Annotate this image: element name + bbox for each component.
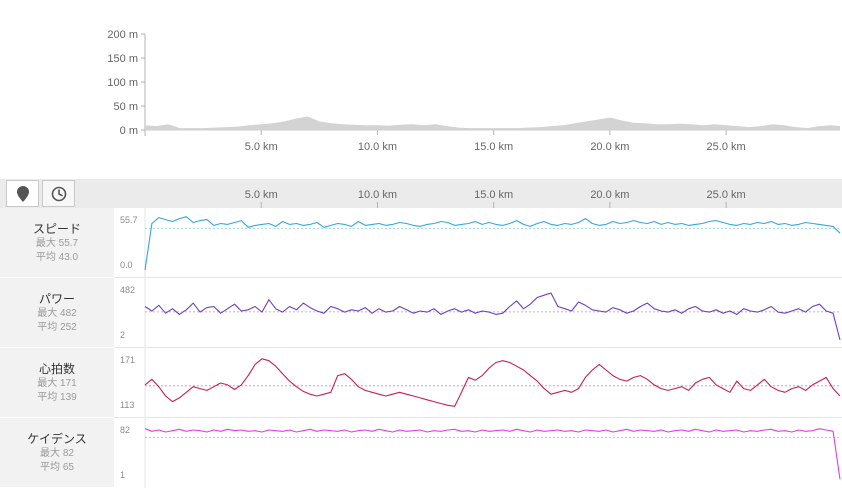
metric-name: スピード [32, 222, 81, 236]
metric-label-heartrate: 心拍数 最大 171 平均 139 [0, 348, 114, 418]
y-min-label: 1 [120, 470, 126, 480]
map-pin-icon [16, 185, 29, 202]
y-min-label: 2 [120, 330, 126, 340]
y-tick-label: 100 m [107, 77, 138, 89]
elevation-area [145, 116, 840, 130]
y-tick-label: 200 m [107, 29, 138, 41]
x-tick-label: 20.0 km [590, 189, 629, 201]
metric-label-cadence: ケイデンス 最大 82 平均 65 [0, 418, 114, 488]
metric-name: ケイデンス [27, 432, 87, 446]
metric-max: 最大 82 [40, 448, 74, 459]
series-line [144, 292, 841, 341]
power-line-chart [144, 278, 841, 348]
x-tick-label: 5.0 km [245, 141, 278, 153]
elevation-chart: 200 m 150 m 100 m 50 m 0 m 5.0 km 10.0 km 15.0… [107, 29, 840, 153]
metric-avg: 平均 139 [37, 392, 77, 403]
power-plot[interactable]: 482 2 [114, 278, 842, 348]
metric-label-power: パワー 最大 482 平均 252 [0, 278, 114, 348]
metric-label-speed: スピード 最大 55.7 平均 43.0 [0, 208, 114, 278]
metric-avg: 平均 65 [40, 462, 74, 473]
speed-plot[interactable]: 55.7 0.0 [114, 208, 842, 278]
series-line [144, 428, 841, 480]
y-max-label: 82 [120, 425, 131, 435]
y-tick-label: 0 m [120, 125, 138, 137]
series-line [144, 216, 841, 271]
metric-row-cadence: ケイデンス 最大 82 平均 65 82 1 [0, 418, 842, 488]
time-view-button[interactable] [42, 180, 75, 207]
stream-x-axis: 5.0 km 10.0 km 15.0 km 20.0 km 25.0 km [245, 189, 746, 208]
metric-max: 最大 55.7 [35, 238, 79, 249]
y-min-label: 0.0 [120, 260, 133, 270]
metric-row-heartrate: 心拍数 最大 171 平均 139 171 113 [0, 348, 842, 418]
x-tick-label: 15.0 km [474, 189, 513, 201]
y-min-label: 113 [120, 400, 135, 410]
metric-avg: 平均 252 [37, 322, 77, 333]
x-tick-label: 10.0 km [358, 141, 397, 153]
row-divider [114, 277, 842, 278]
x-tick-label: 15.0 km [474, 141, 513, 153]
y-max-label: 171 [120, 355, 136, 365]
x-tick-label: 5.0 km [245, 189, 278, 201]
metric-avg: 平均 43.0 [35, 252, 79, 263]
map-view-button[interactable] [6, 180, 39, 207]
clock-icon [51, 186, 66, 201]
speed-line-chart [144, 208, 841, 278]
row-divider [114, 347, 842, 348]
y-tick-label: 50 m [114, 101, 138, 113]
stream-toolbar: 5.0 km 10.0 km 15.0 km 20.0 km 25.0 km [0, 179, 842, 208]
x-tick-label: 10.0 km [358, 189, 397, 201]
y-tick-label: 150 m [107, 53, 138, 65]
cadence-line-chart [144, 418, 841, 488]
metric-name: 心拍数 [38, 362, 75, 376]
x-tick-label: 20.0 km [590, 141, 629, 153]
metric-row-speed: スピード 最大 55.7 平均 43.0 55.7 0.0 [0, 208, 842, 278]
metric-row-power: パワー 最大 482 平均 252 482 2 [0, 278, 842, 348]
x-tick-label: 25.0 km [707, 189, 746, 201]
metric-name: パワー [38, 292, 75, 306]
cadence-plot[interactable]: 82 1 [114, 418, 842, 488]
y-max-label: 482 [120, 285, 136, 295]
series-line [144, 358, 841, 407]
x-tick-label: 25.0 km [707, 141, 746, 153]
metric-max: 最大 482 [37, 308, 77, 319]
y-max-label: 55.7 [120, 215, 138, 225]
heartrate-line-chart [144, 348, 841, 418]
row-divider [114, 417, 842, 418]
heartrate-plot[interactable]: 171 113 [114, 348, 842, 418]
metric-max: 最大 171 [37, 378, 77, 389]
